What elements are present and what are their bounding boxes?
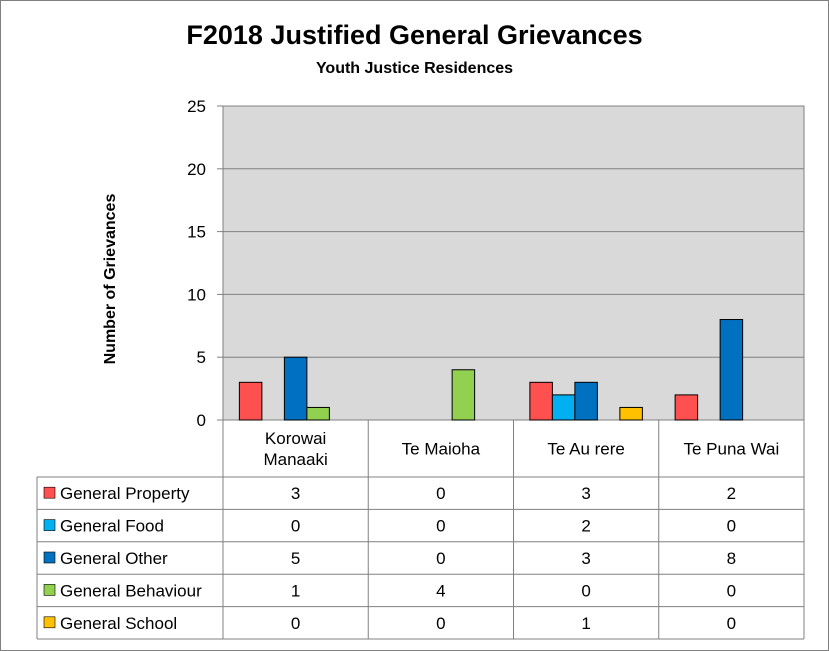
bar-general-behaviour — [451, 369, 476, 421]
bar-general-property — [238, 381, 263, 421]
category-label: Te Au rere — [547, 440, 625, 459]
y-tick-label: 25 — [187, 97, 206, 116]
series-label: General Property — [60, 484, 190, 503]
bar-general-property — [674, 394, 699, 421]
legend-swatch — [43, 486, 56, 499]
series-label: General Other — [60, 549, 168, 568]
data-label: 0 — [291, 517, 300, 536]
data-label: 0 — [581, 581, 590, 600]
data-label: 0 — [436, 549, 445, 568]
data-label: 3 — [291, 484, 300, 503]
y-tick-label: 20 — [187, 160, 206, 179]
y-tick-label: 0 — [197, 411, 206, 430]
series-label: General Behaviour — [60, 581, 202, 600]
data-label: 4 — [436, 581, 445, 600]
data-label: 0 — [727, 614, 736, 633]
data-label: 0 — [291, 614, 300, 633]
legend-swatch — [43, 519, 56, 531]
bar-general-other — [574, 381, 598, 421]
data-label: 3 — [581, 549, 590, 568]
series-label: General School — [60, 614, 177, 633]
data-label: 5 — [291, 549, 300, 568]
data-label: 0 — [436, 614, 445, 633]
data-label: 8 — [727, 549, 736, 568]
bar-general-other — [283, 356, 308, 421]
data-label: 1 — [291, 581, 300, 600]
bar-general-other — [719, 319, 744, 421]
category-label: Te Puna Wai — [684, 440, 780, 459]
chart-title: F2018 Justified General Grievances — [186, 20, 643, 50]
category-label: Korowai — [265, 429, 326, 448]
bar-general-behaviour — [306, 406, 330, 421]
data-label: 2 — [727, 484, 736, 503]
legend-swatch — [43, 584, 56, 596]
chart-subtitle: Youth Justice Residences — [315, 60, 514, 77]
data-label: 0 — [436, 517, 445, 536]
legend-swatch — [43, 551, 56, 564]
category-label: Manaaki — [263, 450, 327, 469]
category-label: Te Maioha — [402, 440, 481, 459]
data-label: 2 — [581, 517, 590, 536]
y-tick-label: 5 — [197, 348, 206, 367]
data-label: 0 — [727, 517, 736, 536]
data-label: 0 — [727, 581, 736, 600]
series-label: General Food — [60, 517, 164, 536]
y-tick-label: 10 — [187, 285, 206, 304]
plot-area — [222, 105, 805, 421]
data-label: 1 — [581, 614, 590, 633]
data-label: 3 — [581, 484, 590, 503]
bar-general-property — [529, 381, 553, 421]
bar-general-school — [619, 406, 643, 421]
y-tick-label: 15 — [187, 223, 206, 242]
legend-swatch — [43, 616, 56, 629]
bar-general-food — [551, 394, 576, 421]
data-label: 0 — [436, 484, 445, 503]
